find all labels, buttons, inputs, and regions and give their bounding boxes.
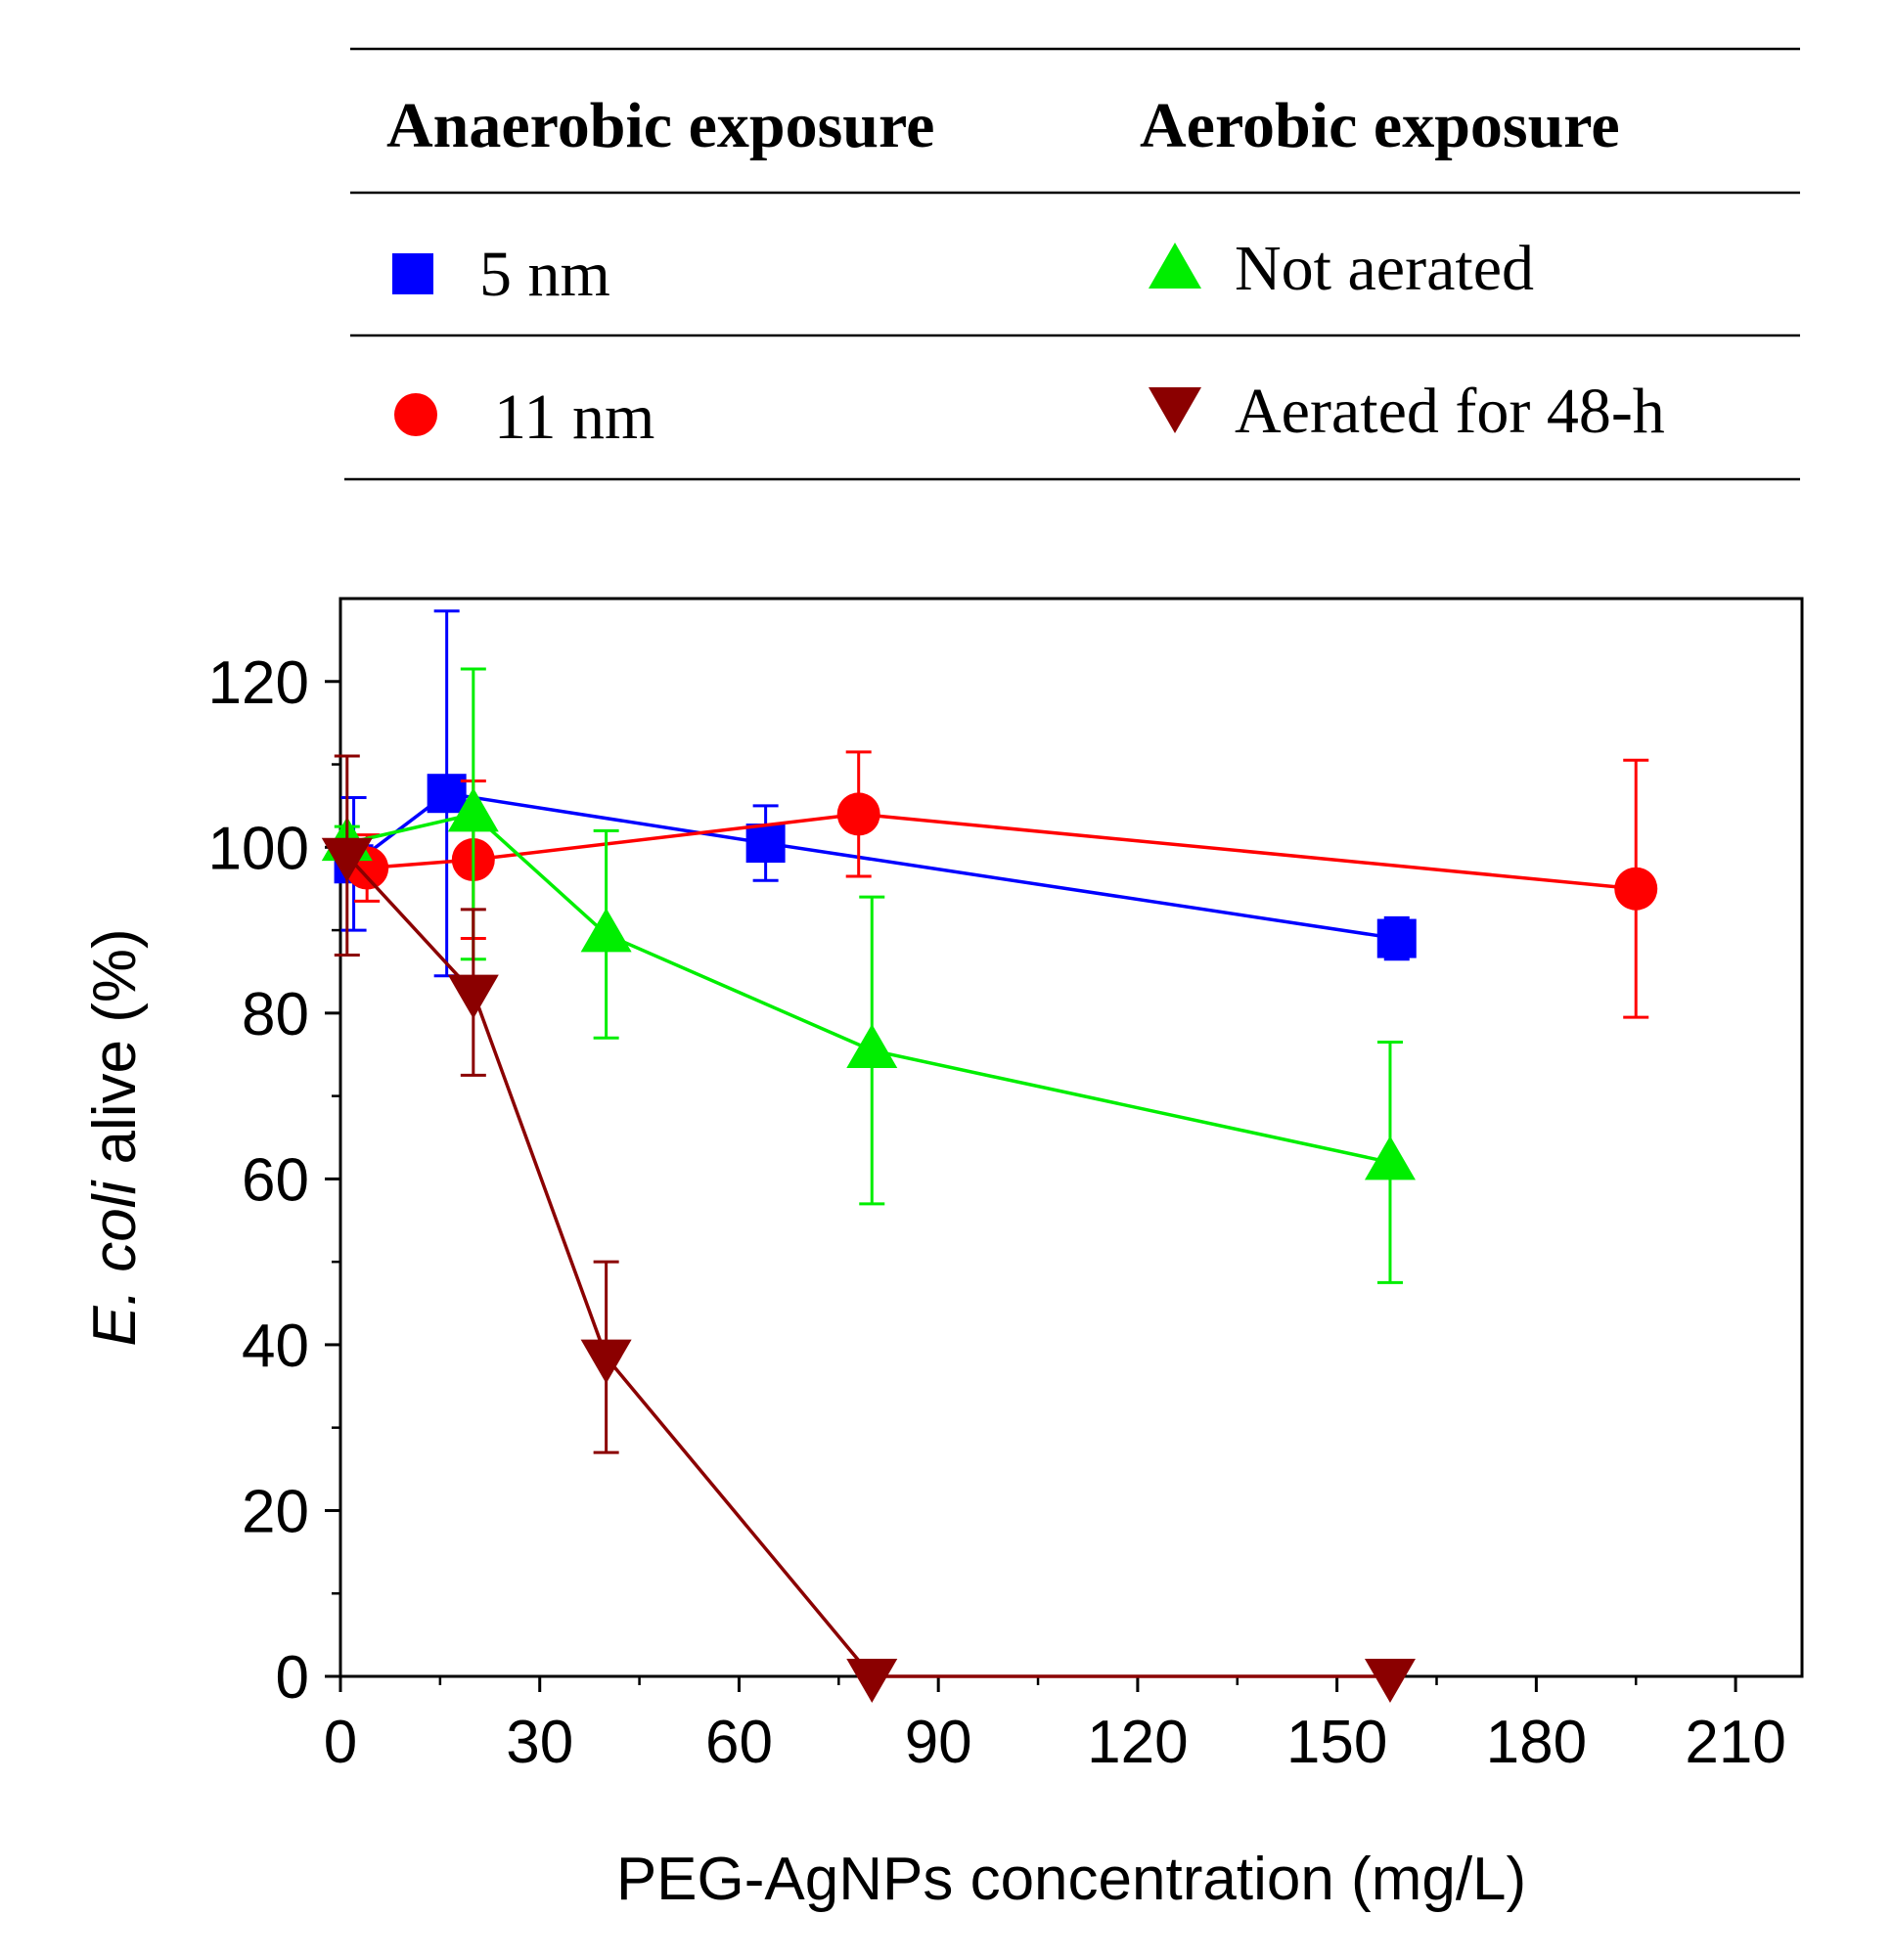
plot-frame [338,597,1804,1678]
data-point [1364,1136,1416,1180]
x-tick-label-60: 60 [705,1709,773,1776]
y-tick-label-20: 20 [242,1478,309,1545]
series-11-nm [345,750,1658,1019]
data-point [447,974,499,1019]
x-tick-label-0: 0 [324,1709,357,1776]
series-line [367,812,1637,891]
data-point [836,792,880,836]
data-point [580,1339,632,1384]
y-tick-label-120: 120 [208,649,309,717]
legend-label-not-aerated: Not aerated [1235,233,1534,304]
series-aerated-for-48-h [321,754,1416,1703]
series-line [346,812,1391,1165]
x-axis-title: PEG-AgNPs concentration (mg/L) [616,1846,1526,1913]
series-layer [321,609,1658,1703]
axes: 0 30 60 90 120 150 180 210 0 20 40 60 80 100 120 [208,649,1786,1776]
legend-marker-triangle-up [1149,243,1201,289]
data-point [1376,918,1417,958]
data-point [1364,1659,1416,1703]
y-tick-label-0: 0 [276,1644,309,1712]
legend-entry-11nm: 11 nm [394,381,654,453]
y-axis-title-plain: alive (%) [81,928,149,1180]
data-point [745,824,786,864]
data-point [321,837,373,882]
data-point [427,774,467,814]
data-point [846,1023,898,1068]
series-not-aerated [321,667,1416,1284]
data-point [1614,867,1658,911]
y-axis-title-italic: E. coli [81,1180,149,1347]
legend-marker-circle [394,393,437,436]
legend-header-aerobic: Aerobic exposure [1140,90,1620,161]
y-tick-label-60: 60 [242,1146,309,1214]
series-line [345,854,1390,1678]
y-tick-label-100: 100 [208,815,309,882]
series-line [352,791,1398,941]
legend-entry-5nm: 5 nm [392,239,610,310]
legend: Anaerobic exposure Aerobic exposure 5 nm… [344,47,1800,481]
legend-entry-aerated: Aerated for 48-h [1149,376,1665,447]
legend-marker-square [392,253,433,294]
data-point [846,1659,898,1703]
y-tick-label-40: 40 [242,1313,309,1380]
legend-marker-triangle-down [1149,387,1201,433]
legend-header-anaerobic: Anaerobic exposure [386,90,934,161]
legend-label-5nm: 5 nm [479,239,610,310]
x-tick-label-120: 120 [1087,1709,1188,1776]
legend-label-11nm: 11 nm [494,381,654,453]
series-5-nm [334,609,1417,978]
legend-entry-not-aerated: Not aerated [1149,233,1534,304]
x-tick-label-30: 30 [506,1709,573,1776]
data-point [580,908,632,953]
y-axis-title: E. coli alive (%) [81,928,149,1346]
x-tick-label-180: 180 [1486,1709,1587,1776]
legend-label-aerated: Aerated for 48-h [1235,376,1665,447]
y-tick-label-80: 80 [242,981,309,1048]
data-point [447,787,499,832]
x-tick-label-150: 150 [1286,1709,1387,1776]
x-tick-label-90: 90 [905,1709,972,1776]
x-tick-label-210: 210 [1685,1709,1785,1776]
